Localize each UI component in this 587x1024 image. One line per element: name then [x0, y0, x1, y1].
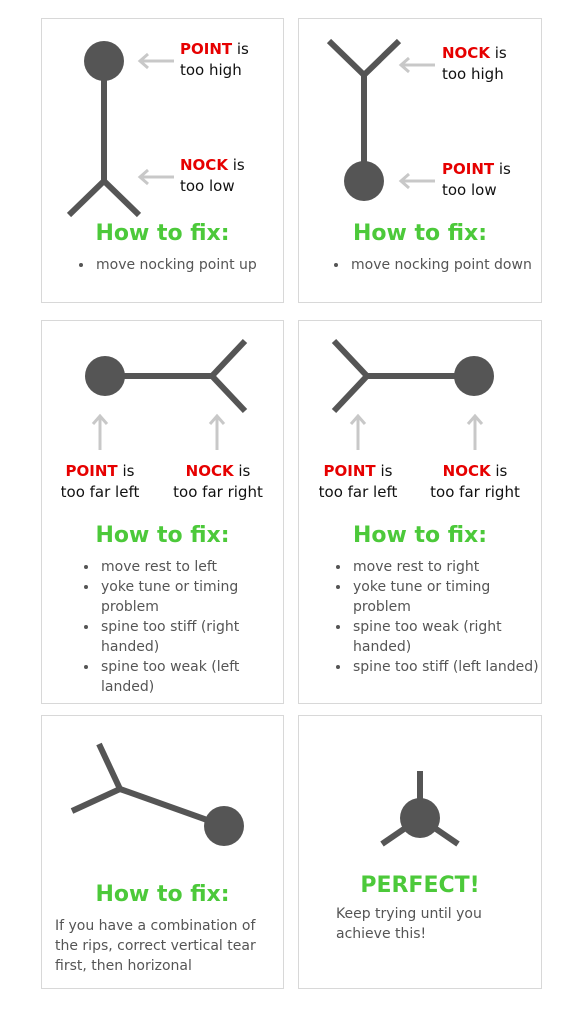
- card-combination: How to fix: If you have a combination of…: [41, 715, 284, 989]
- point-label: POINT is too far left: [60, 462, 140, 501]
- fix-list: move rest to left yoke tune or timing pr…: [79, 557, 289, 697]
- card-point-high: POINT is too high NOCK is too low How to…: [41, 18, 284, 303]
- arrow-nock-top: [331, 338, 370, 379]
- arrow-nock-left: [326, 38, 367, 78]
- nock-label: NOCK is too far right: [430, 462, 520, 501]
- fix-item: spine too stiff (left landed): [351, 657, 546, 677]
- fix-item: spine too weak (right handed): [351, 617, 546, 657]
- card-point-left: POINT is too far left NOCK is too far ri…: [41, 320, 284, 704]
- arrow-diagram-vertical-point-up: [66, 41, 174, 218]
- perfect-description: Keep trying until you achieve this!: [336, 906, 482, 942]
- arrow-nock-bottom: [331, 373, 370, 414]
- pointer-arrow-icon: [398, 56, 435, 190]
- arrow-nock-top: [96, 742, 123, 791]
- fix-item: move rest to right: [351, 557, 546, 577]
- fix-item: yoke tune or timing problem: [351, 577, 546, 617]
- fix-item: spine too stiff (right handed): [99, 617, 289, 657]
- nock-label: NOCK is too high: [442, 44, 507, 83]
- arrow-diagram-horizontal-point-left: [85, 338, 248, 450]
- fix-item: spine too weak (left landed): [99, 657, 289, 697]
- fix-item: move nocking point down: [349, 255, 539, 275]
- card-perfect: PERFECT! Keep trying until you achieve t…: [298, 715, 542, 989]
- fix-list: move rest to right yoke tune or timing p…: [331, 557, 546, 677]
- pointer-arrow-icon: [349, 413, 484, 450]
- arrow-point: [400, 798, 440, 838]
- pointer-arrow-icon: [91, 413, 226, 450]
- nock-label: NOCK is too far right: [173, 462, 263, 501]
- fix-item: move rest to left: [99, 557, 289, 577]
- arrow-nock-left: [70, 786, 122, 814]
- fix-description: If you have a combination of the rips, c…: [55, 918, 256, 974]
- arrow-diagram-head-on: [380, 771, 460, 847]
- point-label: POINT is too far left: [318, 462, 398, 501]
- fix-title: How to fix:: [352, 221, 488, 246]
- arrow-point: [454, 356, 494, 396]
- fix-list: move nocking point up: [74, 255, 284, 275]
- point-label: POINT is too high: [180, 40, 249, 79]
- arrow-nock-left: [66, 178, 107, 218]
- arrow-nock-right: [361, 38, 402, 78]
- card-point-right: POINT is too far left NOCK is too far ri…: [298, 320, 542, 704]
- fix-title: How to fix:: [95, 221, 230, 246]
- card-nock-high: NOCK is too high POINT is too low How to…: [298, 18, 542, 303]
- fix-title: How to fix:: [352, 523, 488, 548]
- fix-item: move nocking point up: [94, 255, 284, 275]
- nock-label: NOCK is too low: [180, 156, 245, 195]
- arrow-point: [344, 161, 384, 201]
- arrow-nock-top: [209, 338, 248, 379]
- arrow-diagram-horizontal-point-right: [331, 338, 494, 450]
- fix-item: yoke tune or timing problem: [99, 577, 289, 617]
- arrow-diagram-vertical-nock-up: [326, 38, 435, 201]
- fix-list: move nocking point down: [329, 255, 539, 275]
- arrow-point: [204, 806, 244, 846]
- arrow-nock-bottom: [209, 373, 248, 414]
- point-label: POINT is too low: [442, 160, 511, 199]
- perfect-title: PERFECT!: [360, 873, 480, 898]
- arrow-diagram-diagonal: [70, 742, 244, 846]
- arrow-nock-right: [101, 178, 142, 218]
- pointer-arrow-icon: [137, 52, 174, 186]
- fix-title: How to fix:: [95, 882, 230, 907]
- fix-title: How to fix:: [95, 523, 230, 548]
